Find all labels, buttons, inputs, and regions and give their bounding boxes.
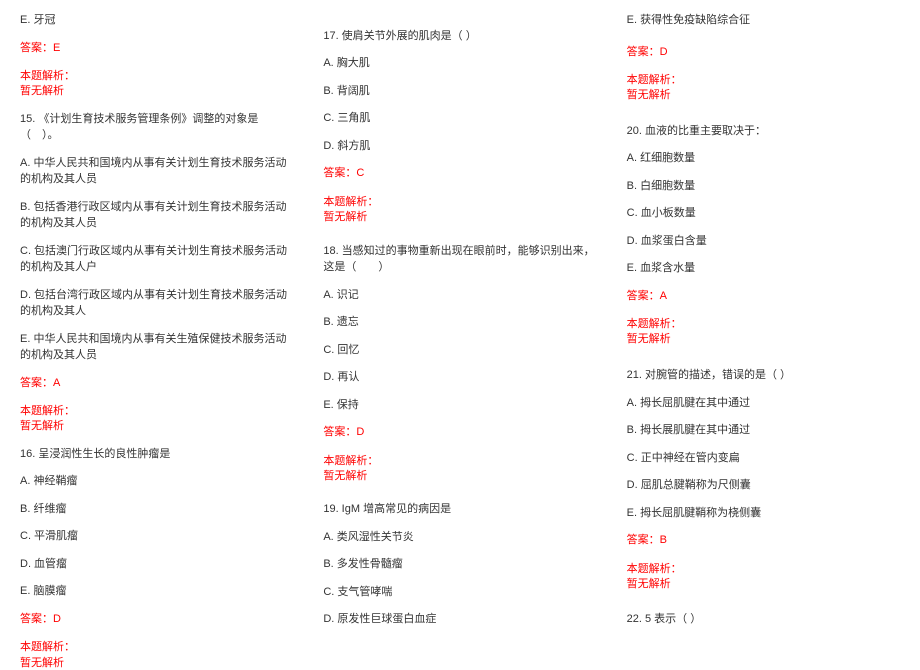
option-text: D. 再认 [323,369,596,386]
answer-text: 答案：E [20,40,293,57]
option-text: B. 拇长展肌腱在其中通过 [627,422,900,439]
analysis-text: 暂无解析 [20,83,293,100]
option-text: C. 回忆 [323,342,596,359]
question-stem: 15. 《计划生育技术服务管理条例》调整的对象是（ ）。 [20,111,293,144]
answer-text: 答案：B [627,532,900,549]
analysis-label: 本题解析： [20,402,293,418]
column-2: 17. 使肩关节外展的肌肉是（ ） A. 胸大肌 B. 背阔肌 C. 三角肌 D… [323,12,596,639]
option-text: C. 正中神经在管内变扁 [627,450,900,467]
option-text: D. 包括台湾行政区域内从事有关计划生育技术服务活动的机构及其人 [20,287,293,320]
question-stem: 22. 5 表示（ ） [627,611,900,628]
analysis-text: 暂无解析 [323,209,596,226]
option-text: D. 原发性巨球蛋白血症 [323,611,596,628]
option-text: B. 纤维瘤 [20,501,293,518]
option-text: E. 保持 [323,397,596,414]
option-text: A. 胸大肌 [323,55,596,72]
option-text: E. 脑膜瘤 [20,583,293,600]
option-text: D. 血浆蛋白含量 [627,233,900,250]
option-text: C. 平滑肌瘤 [20,528,293,545]
option-text: B. 背阔肌 [323,83,596,100]
analysis-text: 暂无解析 [323,468,596,485]
option-text: C. 三角肌 [323,110,596,127]
option-text: E. 中华人民共和国境内从事有关生殖保健技术服务活动的机构及其人员 [20,331,293,364]
option-text: A. 拇长屈肌腱在其中通过 [627,395,900,412]
analysis-label: 本题解析： [627,560,900,576]
option-text: E. 获得性免疫缺陷综合征 [627,12,900,29]
option-text: D. 屈肌总腱鞘称为尺侧囊 [627,477,900,494]
option-text: D. 斜方肌 [323,138,596,155]
column-1: E. 牙冠 答案：E 本题解析： 暂无解析 15. 《计划生育技术服务管理条例》… [20,12,293,639]
option-text: A. 识记 [323,287,596,304]
option-text: B. 多发性骨髓瘤 [323,556,596,573]
option-text: B. 白细胞数量 [627,178,900,195]
question-stem: 19. IgM 增高常见的病因是 [323,501,596,518]
analysis-text: 暂无解析 [20,654,293,670]
question-stem: 20. 血液的比重主要取决于： [627,123,900,140]
analysis-text: 暂无解析 [627,87,900,104]
option-text: A. 中华人民共和国境内从事有关计划生育技术服务活动的机构及其人员 [20,155,293,188]
option-text: B. 包括香港行政区域内从事有关计划生育技术服务活动的机构及其人员 [20,199,293,232]
analysis-label: 本题解析： [323,452,596,468]
analysis-text: 暂无解析 [20,418,293,435]
analysis-text: 暂无解析 [627,331,900,348]
option-text: C. 支气管哮喘 [323,584,596,601]
question-stem: 21. 对腕管的描述，错误的是（ ） [627,367,900,384]
answer-text: 答案：C [323,165,596,182]
analysis-label: 本题解析： [627,315,900,331]
column-3: E. 获得性免疫缺陷综合征 答案：D 本题解析： 暂无解析 20. 血液的比重主… [627,12,900,639]
option-text: C. 包括澳门行政区域内从事有关计划生育技术服务活动的机构及其人户 [20,243,293,276]
option-text: C. 血小板数量 [627,205,900,222]
question-stem: 17. 使肩关节外展的肌肉是（ ） [323,28,596,45]
question-stem: 16. 呈浸润性生长的良性肿瘤是 [20,446,293,463]
analysis-label: 本题解析： [323,193,596,209]
analysis-text: 暂无解析 [627,576,900,593]
answer-text: 答案：D [20,611,293,628]
analysis-label: 本题解析： [20,638,293,654]
answer-text: 答案：A [627,288,900,305]
option-text: E. 拇长屈肌腱鞘称为桡侧囊 [627,505,900,522]
analysis-label: 本题解析： [627,71,900,87]
option-text: A. 神经鞘瘤 [20,473,293,490]
question-stem: 18. 当感知过的事物重新出现在眼前时，能够识别出来，这是（ ） [323,243,596,276]
option-text: E. 牙冠 [20,12,293,29]
option-text: A. 红细胞数量 [627,150,900,167]
analysis-label: 本题解析： [20,67,293,83]
option-text: E. 血浆含水量 [627,260,900,277]
option-text: B. 遗忘 [323,314,596,331]
answer-text: 答案：D [323,424,596,441]
answer-text: 答案：D [627,44,900,61]
option-text: A. 类风湿性关节炎 [323,529,596,546]
option-text: D. 血管瘤 [20,556,293,573]
answer-text: 答案：A [20,375,293,392]
